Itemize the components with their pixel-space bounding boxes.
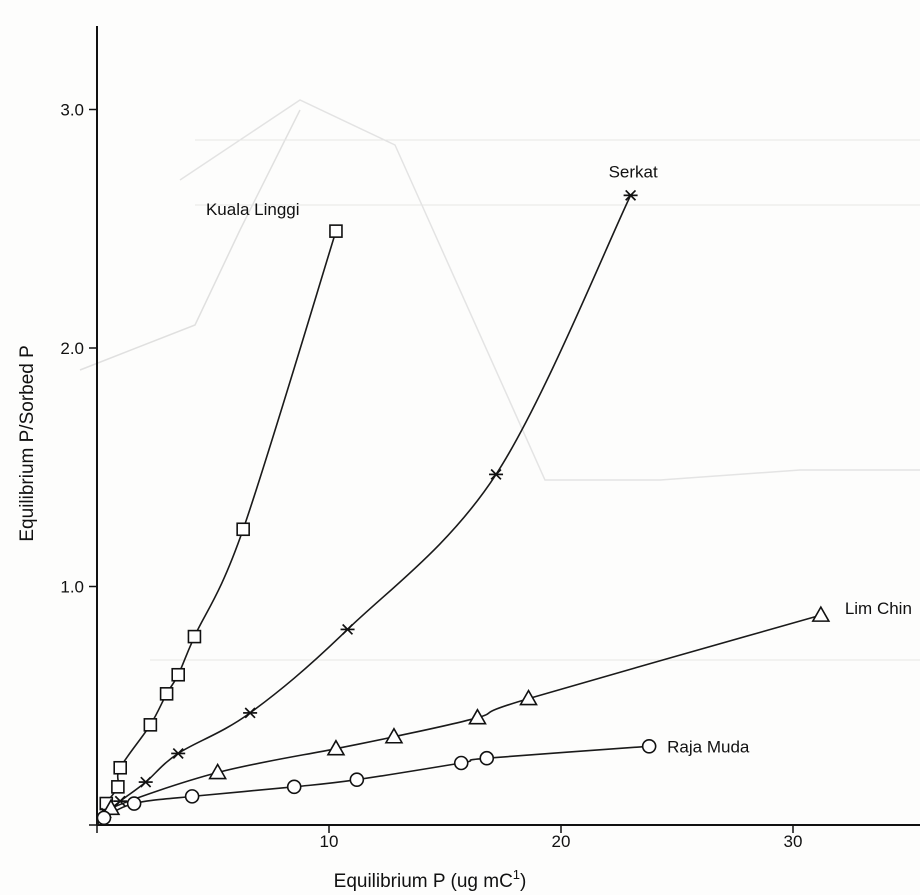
data-point-serkat xyxy=(113,795,128,807)
x-axis-title: Equilibrium P (ug mC1) xyxy=(334,867,527,892)
series-label-kuala-linggi: Kuala Linggi xyxy=(206,200,300,219)
asterisk-stroke xyxy=(140,776,152,788)
x-tick-label: 20 xyxy=(552,832,571,851)
y-tick-label: 3.0 xyxy=(60,101,84,120)
data-point-lim-chin xyxy=(208,762,228,780)
bleed-through-curve xyxy=(179,99,920,481)
data-point-lim-chin xyxy=(101,798,121,816)
data-point-raja-muda xyxy=(96,810,112,826)
series-label-lim-chin: Lim Chin xyxy=(845,599,912,618)
data-point-serkat xyxy=(171,747,186,759)
data-point-kuala-linggi xyxy=(143,718,158,732)
data-point-lim-chin xyxy=(384,727,404,744)
asterisk-stroke xyxy=(342,623,354,635)
x-tick-label: 30 xyxy=(784,832,803,851)
data-point-serkat xyxy=(243,707,258,719)
data-point-raja-muda xyxy=(286,779,302,795)
x-tick-label: 10 xyxy=(320,832,339,851)
asterisk-stroke xyxy=(490,468,502,480)
data-point-raja-muda xyxy=(349,772,365,787)
asterisk-stroke xyxy=(244,707,256,719)
data-point-raja-muda xyxy=(479,750,495,766)
data-point-raja-muda xyxy=(126,796,142,811)
labels-layer: Equilibrium P (ug mC1) Equilibrium P/Sorb… xyxy=(17,162,912,892)
data-point-lim-chin xyxy=(519,688,538,706)
data-point-kuala-linggi xyxy=(159,687,174,701)
series-line-raja-muda xyxy=(96,745,650,826)
data-point-kuala-linggi xyxy=(187,629,202,644)
bleed-through-curve xyxy=(79,109,301,371)
data-point-lim-chin xyxy=(326,739,346,756)
data-point-kuala-linggi xyxy=(113,760,127,775)
data-point-serkat xyxy=(489,468,504,480)
data-point-kuala-linggi xyxy=(111,780,125,794)
series-lines-layer xyxy=(96,195,822,826)
data-point-raja-muda xyxy=(453,755,469,771)
asterisk-stroke xyxy=(625,189,637,201)
asterisk-stroke xyxy=(172,747,184,759)
series-label-serkat: Serkat xyxy=(609,162,658,181)
data-point-serkat xyxy=(623,189,638,201)
data-point-lim-chin xyxy=(468,708,487,725)
data-point-raja-muda xyxy=(641,738,657,754)
bleed-through-layer xyxy=(79,99,920,661)
data-point-raja-muda xyxy=(184,789,200,804)
series-line-lim-chin xyxy=(96,614,822,826)
data-point-serkat xyxy=(138,776,153,788)
series-markers-layer xyxy=(96,189,831,826)
data-point-kuala-linggi xyxy=(236,522,250,537)
axes-layer: 10 20 30 1.0 2.0 3.0 xyxy=(60,26,920,851)
data-point-lim-chin xyxy=(811,605,831,622)
data-point-kuala-linggi xyxy=(171,667,185,682)
series-line-kuala-linggi xyxy=(96,230,337,826)
y-tick-label: 2.0 xyxy=(60,339,84,358)
series-line-serkat xyxy=(96,195,632,826)
y-tick-label: 1.0 xyxy=(60,578,84,597)
series-label-raja-muda: Raja Muda xyxy=(667,737,750,756)
y-axis-title: Equilibrium P/Sorbed P xyxy=(17,345,38,541)
asterisk-stroke xyxy=(114,795,126,807)
data-point-kuala-linggi xyxy=(329,224,343,238)
data-point-serkat xyxy=(340,623,355,635)
